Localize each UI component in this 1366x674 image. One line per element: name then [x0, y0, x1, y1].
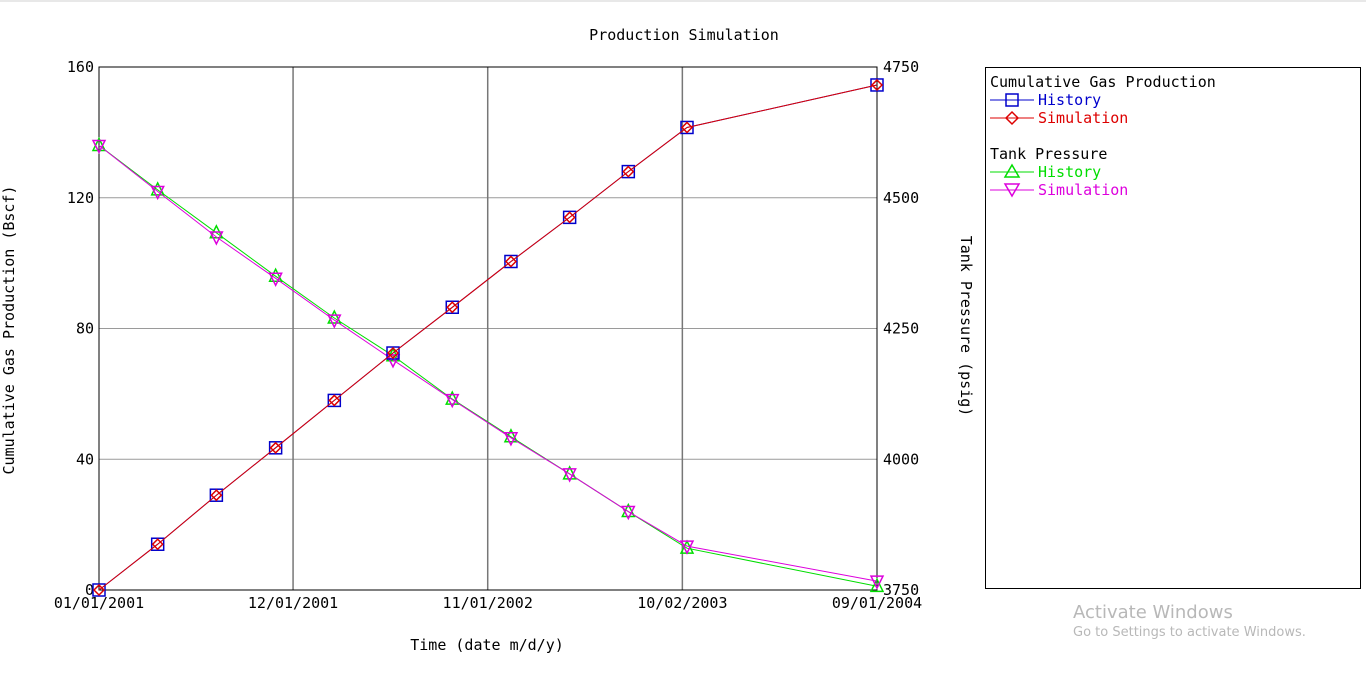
pressure-history-point — [327, 309, 342, 324]
watermark-title: Activate Windows — [1073, 602, 1233, 623]
y-tick-label-left: 80 — [76, 320, 94, 338]
pressure-simulation-line — [98, 145, 878, 582]
pressure-simulation-point — [268, 272, 283, 287]
x-tick-label: 12/01/2001 — [248, 594, 338, 612]
pressure-simulation-point — [621, 505, 636, 521]
x-axis-ticks: 01/01/2001 12/01/2001 11/01/2002 10/02/2003… — [54, 594, 922, 612]
y-tick-label-left: 40 — [76, 450, 94, 468]
gas-simulation-line — [98, 84, 878, 591]
legend-group-title-pressure: Tank Pressure — [990, 145, 1108, 163]
gas-simulation-point — [210, 489, 223, 502]
legend-label: Simulation — [1038, 181, 1129, 199]
y-tick-label-left: 120 — [67, 189, 94, 207]
series-layer — [91, 78, 885, 597]
pressure-simulation-point — [869, 575, 885, 590]
pressure-simulation-point — [503, 432, 519, 447]
y-tick-label-right: 4250 — [883, 320, 919, 338]
pressure-history-point — [268, 267, 283, 282]
gas-simulation-point — [622, 165, 635, 178]
x-tick-label: 01/01/2001 — [54, 594, 144, 612]
top-border — [0, 0, 1366, 2]
pressure-simulation-point — [445, 393, 460, 409]
left-axis-ticks: 0 40 80 120 160 — [67, 58, 94, 599]
pressure-history-point — [91, 136, 107, 152]
triangle-down-marker-icon — [990, 183, 1034, 198]
pressure-history-point — [869, 577, 885, 593]
y-axis-label-left: Cumulative Gas Production (Bscf) — [0, 186, 18, 475]
legend-label: Simulation — [1038, 109, 1129, 127]
legend-group-title-gas: Cumulative Gas Production — [990, 73, 1216, 91]
gas-simulation-point — [328, 394, 341, 407]
pressure-simulation-point — [562, 468, 577, 483]
square-marker-icon — [990, 93, 1034, 107]
gas-simulation-point — [563, 211, 576, 224]
legend-box: Cumulative Gas Production History Simula… — [985, 67, 1361, 589]
gas-simulation-point — [870, 78, 884, 92]
plot-frame — [98, 66, 878, 591]
y-tick-label-left: 160 — [67, 58, 94, 76]
y-tick-label-right: 4000 — [883, 450, 919, 468]
y-tick-label-left: 0 — [85, 581, 94, 599]
diamond-marker-icon — [990, 110, 1034, 126]
legend-label: History — [1038, 163, 1102, 181]
triangle-up-marker-icon — [990, 163, 1034, 178]
x-tick-label: 09/01/2004 — [832, 594, 922, 612]
gas-simulation-point — [92, 583, 106, 597]
pressure-simulation-point — [209, 231, 224, 246]
gas-simulation-point — [386, 346, 400, 360]
pressure-simulation-point — [150, 185, 165, 201]
x-axis-label: Time (date m/d/y) — [410, 636, 564, 654]
x-tick-label: 11/01/2002 — [443, 594, 533, 612]
pressure-history-point — [621, 502, 636, 518]
gas-simulation-point — [446, 301, 459, 314]
pressure-history-point — [562, 465, 577, 480]
pressure-simulation-point — [679, 540, 695, 555]
watermark-subtitle: Go to Settings to activate Windows. — [1073, 625, 1306, 640]
gas-simulation-point — [504, 255, 518, 268]
right-axis-ticks: 3750 4000 4250 4500 4750 — [883, 58, 919, 599]
chart-title: Production Simulation — [589, 26, 779, 44]
grid-lines — [99, 67, 877, 590]
pressure-simulation-point — [327, 314, 342, 329]
gas-simulation-point — [151, 538, 164, 551]
gas-simulation-point — [680, 121, 694, 134]
y-axis-label-right: Tank Pressure (psig) — [957, 236, 975, 417]
y-tick-label-right: 4500 — [883, 189, 919, 207]
pressure-simulation-point — [385, 354, 401, 369]
gas-simulation-point — [269, 441, 282, 454]
x-tick-label: 10/02/2003 — [637, 594, 727, 612]
legend-label: History — [1038, 91, 1102, 109]
y-tick-label-right: 4750 — [883, 58, 919, 76]
pressure-simulation-point — [91, 139, 107, 155]
y-tick-label-right: 3750 — [883, 581, 919, 599]
activate-windows-watermark: Activate Windows Go to Settings to activ… — [1073, 602, 1306, 642]
